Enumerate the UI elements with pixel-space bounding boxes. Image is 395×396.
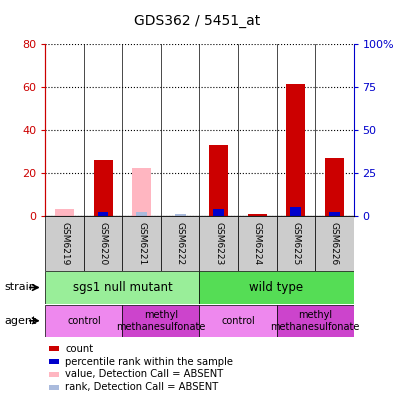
Bar [136, 211, 147, 216]
Bar [45, 216, 84, 271]
Text: wild type: wild type [249, 281, 304, 294]
Text: count: count [66, 344, 94, 354]
Text: GSM6221: GSM6221 [137, 222, 146, 265]
Text: sgs1 null mutant: sgs1 null mutant [73, 281, 172, 294]
Bar [55, 209, 74, 216]
Text: control: control [221, 316, 255, 326]
Bar [94, 160, 113, 216]
Text: strain: strain [5, 282, 37, 293]
Bar [199, 305, 276, 337]
Text: rank, Detection Call = ABSENT: rank, Detection Call = ABSENT [66, 383, 219, 392]
Bar [98, 211, 109, 216]
Bar [49, 359, 59, 364]
Text: GSM6219: GSM6219 [60, 222, 69, 265]
Bar [329, 211, 340, 216]
Text: GSM6220: GSM6220 [99, 222, 108, 265]
Bar [315, 216, 354, 271]
Text: GSM6222: GSM6222 [176, 222, 185, 265]
Text: methyl
methanesulfonate: methyl methanesulfonate [270, 310, 360, 332]
Bar [122, 216, 161, 271]
Bar [199, 271, 354, 304]
Bar [276, 216, 315, 271]
Text: GSM6226: GSM6226 [330, 222, 339, 265]
Bar [45, 305, 122, 337]
Bar [161, 216, 199, 271]
Bar [199, 216, 238, 271]
Bar [286, 84, 305, 216]
Text: control: control [67, 316, 101, 326]
Bar [325, 158, 344, 216]
Bar [49, 371, 59, 377]
Text: percentile rank within the sample: percentile rank within the sample [66, 356, 233, 367]
Text: GSM6223: GSM6223 [214, 222, 223, 265]
Bar [290, 207, 301, 216]
Bar [209, 145, 228, 216]
Text: agent: agent [5, 316, 37, 326]
Bar [84, 216, 122, 271]
Bar [276, 305, 354, 337]
Bar [213, 209, 224, 216]
Text: methyl
methanesulfonate: methyl methanesulfonate [116, 310, 206, 332]
Bar [175, 214, 186, 216]
Bar [248, 214, 267, 216]
Bar [132, 168, 151, 216]
Text: GSM6224: GSM6224 [253, 222, 262, 265]
Bar [49, 385, 59, 390]
Text: GDS362 / 5451_at: GDS362 / 5451_at [134, 14, 261, 28]
Bar [49, 346, 59, 352]
Text: GSM6225: GSM6225 [291, 222, 300, 265]
Text: value, Detection Call = ABSENT: value, Detection Call = ABSENT [66, 369, 224, 379]
Bar [122, 305, 199, 337]
Bar [45, 271, 199, 304]
Bar [238, 216, 276, 271]
